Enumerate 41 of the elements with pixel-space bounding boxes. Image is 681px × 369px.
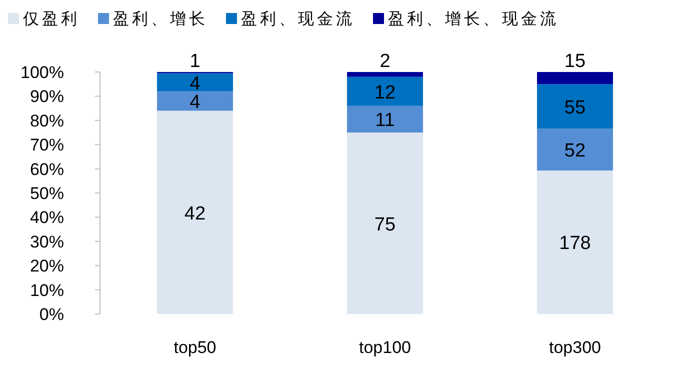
annotation: 12 <box>374 82 396 104</box>
annotation: 2 <box>380 51 390 72</box>
annotation: 15 <box>564 51 586 72</box>
bar <box>157 73 233 92</box>
y-tick-label: 90% <box>30 87 64 106</box>
bar <box>537 72 613 84</box>
annotation: 42 <box>184 203 206 224</box>
annotation: 178 <box>559 233 591 254</box>
bar <box>347 76 423 106</box>
y-tick-label: 40% <box>30 208 64 228</box>
bar <box>347 132 423 314</box>
y-tick-label: 0% <box>39 305 64 324</box>
legend-label: 盈利、增长、现金流 <box>388 10 559 28</box>
annotation: 52 <box>564 140 586 162</box>
y-tick-label: 80% <box>30 111 64 130</box>
annotation: 11 <box>375 110 395 132</box>
annotation: 55 <box>564 97 586 118</box>
bar <box>537 128 613 170</box>
y-tick-label: 100% <box>20 63 64 82</box>
x-tick-label: top50 <box>174 338 216 357</box>
legend-label: 盈利、现金流 <box>241 10 355 28</box>
y-tick-label: 30% <box>30 232 64 252</box>
bar <box>157 110 233 314</box>
x-tick-label: top100 <box>359 338 411 357</box>
y-tick-label: 70% <box>30 136 64 155</box>
annotation: 75 <box>374 214 396 236</box>
bar <box>347 72 423 77</box>
bar <box>157 91 233 111</box>
y-tick-label: 10% <box>30 280 64 300</box>
annotation: 1 <box>190 51 200 72</box>
legend-label: 盈利、增长 <box>113 10 208 28</box>
bar <box>537 170 613 314</box>
bar <box>537 84 613 129</box>
annotation: 4 <box>190 92 201 114</box>
y-tick-label: 60% <box>30 160 64 179</box>
x-tick-label: top300 <box>549 338 601 357</box>
bar <box>347 106 423 132</box>
y-tick-label: 20% <box>30 256 64 276</box>
annotation: 4 <box>190 73 201 94</box>
legend-label: 仅盈利 <box>23 10 80 28</box>
y-tick-label: 50% <box>30 184 64 203</box>
